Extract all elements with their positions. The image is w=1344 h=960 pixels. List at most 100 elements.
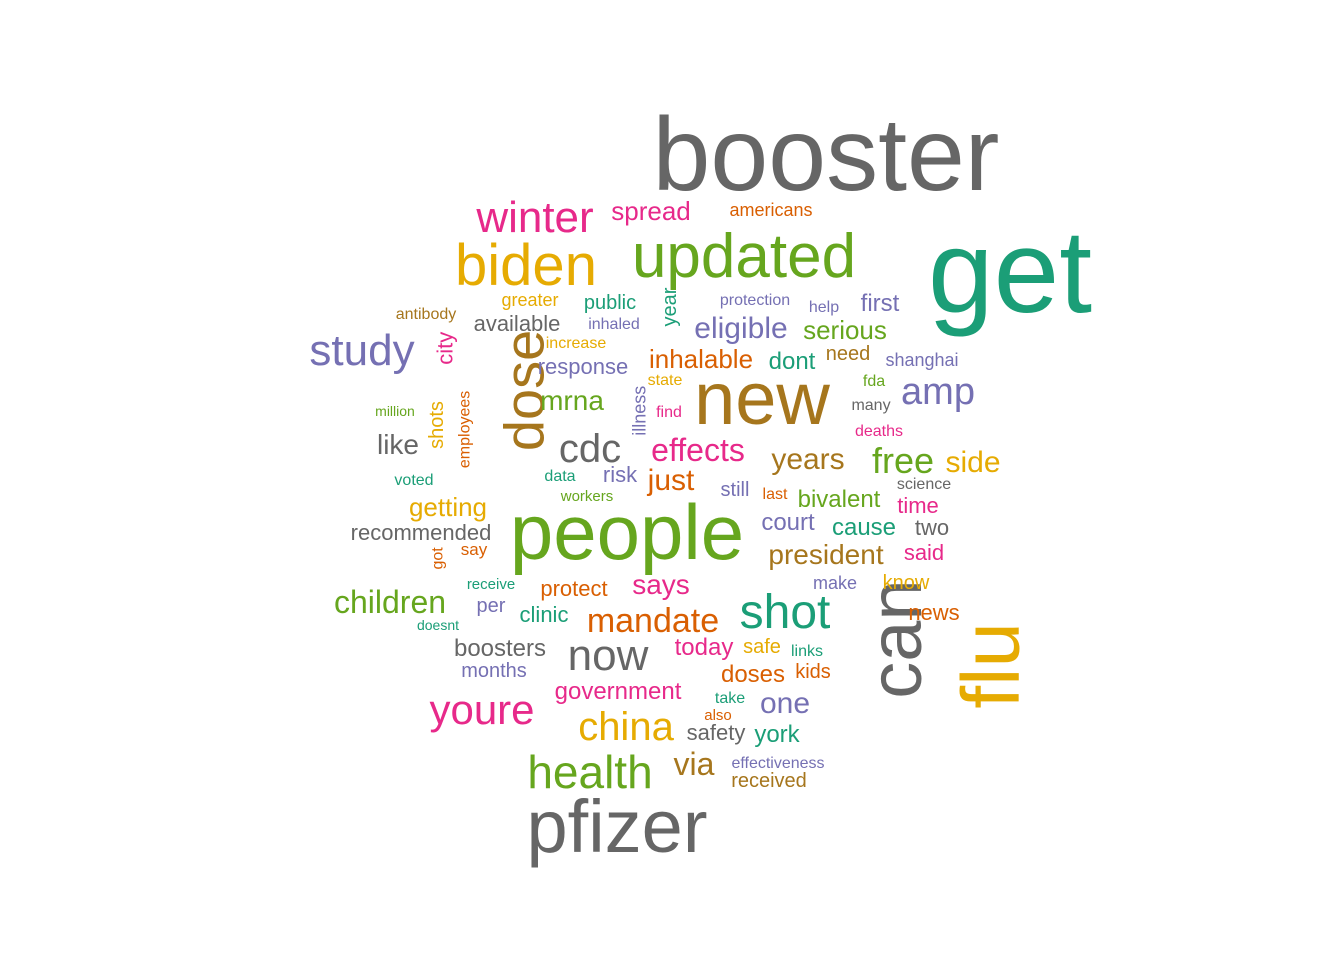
word-inhalable: inhalable	[649, 344, 753, 374]
word-cause: cause	[832, 514, 896, 541]
word-data: data	[544, 468, 575, 485]
word-via: via	[674, 746, 715, 782]
word-updated: updated	[632, 222, 856, 291]
word-antibody: antibody	[396, 306, 457, 323]
word-time: time	[897, 493, 939, 518]
word-say: say	[461, 540, 488, 559]
word-protection: protection	[720, 292, 790, 309]
word-bivalent: bivalent	[798, 486, 881, 513]
word-pfizer: pfizer	[527, 785, 708, 868]
word-shots: shots	[426, 401, 448, 449]
word-inhaled: inhaled	[588, 316, 640, 333]
word-children: children	[334, 584, 446, 620]
word-doesnt: doesnt	[417, 617, 459, 633]
word-illness: illness	[629, 386, 649, 436]
word-amp: amp	[901, 371, 975, 413]
word-spread: spread	[611, 196, 691, 226]
word-public: public	[584, 292, 636, 314]
word-employees: employees	[457, 391, 474, 468]
word-increase: increase	[546, 335, 607, 352]
word-youre: youre	[429, 686, 534, 733]
word-years: years	[771, 443, 844, 476]
word-dont: dont	[769, 348, 816, 375]
word-government: government	[555, 678, 682, 705]
word-risk: risk	[603, 462, 638, 487]
word-months: months	[461, 660, 527, 682]
word-just: just	[647, 464, 695, 497]
word-booster: booster	[653, 97, 1000, 213]
word-says: says	[632, 569, 690, 600]
word-getting: getting	[409, 492, 487, 522]
word-deaths: deaths	[855, 423, 903, 440]
word-clinic: clinic	[520, 602, 569, 627]
word-receive: receive	[467, 576, 515, 593]
word-one: one	[760, 687, 810, 720]
word-serious: serious	[803, 315, 887, 345]
word-still: still	[721, 479, 750, 501]
word-people: people	[510, 488, 744, 576]
word-last: last	[763, 486, 788, 503]
word-free: free	[872, 440, 934, 481]
word-million: million	[375, 403, 415, 419]
word-now: now	[568, 631, 649, 680]
word-workers: workers	[560, 488, 614, 505]
word-president: president	[768, 539, 883, 570]
word-can: can	[854, 579, 937, 698]
word-first: first	[861, 290, 900, 317]
word-side: side	[945, 446, 1000, 479]
word-health: health	[527, 746, 652, 798]
word-science: science	[897, 476, 951, 493]
word-mrna: mrna	[540, 385, 604, 416]
word-cdc: cdc	[559, 427, 621, 471]
word-said: said	[904, 540, 944, 565]
word-received: received	[731, 770, 807, 792]
word-effects: effects	[651, 432, 745, 468]
word-recommended: recommended	[351, 520, 492, 545]
word-get: get	[928, 206, 1092, 338]
word-also: also	[704, 707, 732, 724]
word-city: city	[433, 332, 458, 365]
word-safety: safety	[687, 720, 746, 745]
word-biden: biden	[455, 233, 597, 298]
word-york: york	[754, 721, 800, 748]
word-available: available	[474, 311, 561, 336]
word-study: study	[309, 326, 414, 375]
word-winter: winter	[475, 193, 593, 242]
word-greater: greater	[501, 290, 558, 310]
word-shot: shot	[740, 586, 831, 639]
word-voted: voted	[394, 472, 433, 489]
word-shanghai: shanghai	[885, 350, 958, 370]
word-eligible: eligible	[694, 312, 787, 345]
word-year: year	[659, 287, 681, 326]
word-new: new	[694, 357, 830, 440]
word-many: many	[851, 397, 890, 414]
word-safe: safe	[743, 636, 781, 658]
word-help: help	[809, 299, 839, 316]
word-americans: americans	[729, 200, 812, 220]
word-dose: dose	[493, 330, 556, 451]
word-flu: flu	[946, 622, 1037, 709]
word-know: know	[883, 572, 930, 594]
word-doses: doses	[721, 661, 785, 688]
word-china: china	[578, 705, 674, 749]
word-news: news	[908, 600, 959, 625]
word-fda: fda	[863, 373, 885, 390]
word-take: take	[715, 690, 745, 707]
word-kids: kids	[795, 661, 831, 683]
word-state: state	[648, 372, 683, 389]
word-like: like	[377, 429, 419, 460]
word-find: find	[656, 404, 682, 421]
word-two: two	[915, 515, 949, 540]
word-per: per	[477, 595, 506, 617]
word-make: make	[813, 573, 857, 593]
word-need: need	[826, 343, 871, 365]
word-got: got	[430, 547, 447, 570]
word-protect: protect	[540, 576, 607, 601]
word-today: today	[675, 634, 734, 661]
word-response: response	[538, 354, 629, 379]
word-court: court	[761, 509, 815, 536]
word-mandate: mandate	[587, 602, 719, 640]
word-boosters: boosters	[454, 635, 546, 662]
word-effectiveness: effectiveness	[731, 755, 824, 772]
